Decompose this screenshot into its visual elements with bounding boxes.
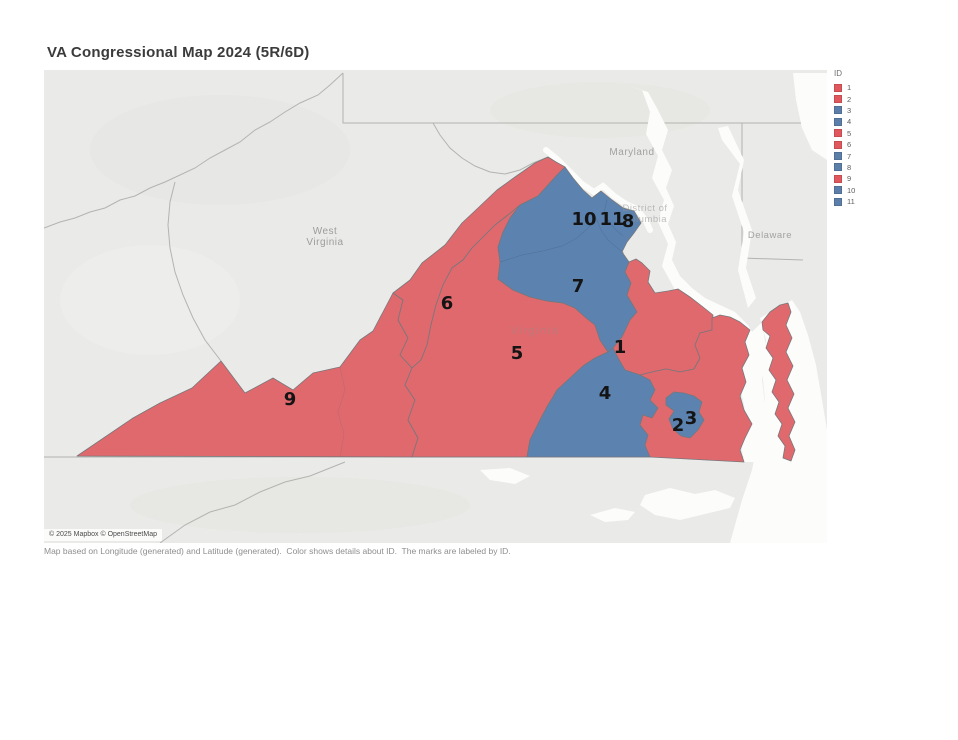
district-label-5: 5: [511, 343, 524, 364]
legend-swatch-4: [834, 117, 842, 126]
legend-swatch-3: [834, 106, 842, 115]
page-title: VA Congressional Map 2024 (5R/6D): [47, 44, 310, 61]
water-body: [640, 488, 735, 520]
legend-item-8[interactable]: 8: [834, 162, 924, 173]
water-body: [793, 73, 827, 160]
legend-item-9[interactable]: 9: [834, 173, 924, 184]
map-svg: West Virginia Maryland Delaware District of C…: [44, 70, 827, 543]
water-body: [718, 126, 756, 308]
legend-title: ID: [834, 69, 842, 78]
district-label-1: 1: [614, 337, 627, 358]
legend-swatch-5: [834, 129, 842, 138]
legend-label-8: 8: [847, 162, 852, 172]
county-line: [337, 366, 346, 458]
water-body: [730, 300, 827, 543]
district-label-6: 6: [441, 293, 454, 314]
basemap-label-delaware: Delaware: [748, 230, 792, 241]
legend-item-6[interactable]: 6: [834, 139, 924, 150]
map-canvas[interactable]: West Virginia Maryland Delaware District of C…: [44, 70, 827, 543]
legend-swatch-2: [834, 95, 842, 104]
legend: ID 1 2 3 4 5 6 7 8 9 10 11: [834, 69, 924, 207]
basemap-label-virginia: Virginia: [511, 325, 560, 337]
basemap-texture: [60, 245, 240, 355]
district-shape-2[interactable]: [639, 314, 753, 463]
county-line: [603, 199, 624, 237]
water-body: [480, 468, 530, 484]
state-boundary-line: [159, 461, 346, 543]
legend-item-3[interactable]: 3: [834, 105, 924, 116]
county-line: [499, 217, 597, 263]
legend-label-11: 11: [847, 197, 855, 207]
state-boundary-line: [44, 72, 344, 229]
basemap-texture: [90, 95, 350, 205]
state-boundary-line: [167, 181, 222, 362]
district-shape-2-eastern-shore[interactable]: [761, 302, 796, 462]
basemap-texture: [490, 82, 710, 138]
legend-swatch-6: [834, 140, 842, 149]
legend-item-10[interactable]: 10: [834, 185, 924, 196]
district-label-11: 11: [599, 209, 624, 230]
legend-item-4[interactable]: 4: [834, 116, 924, 127]
district-label-4: 4: [599, 383, 612, 404]
legend-label-9: 9: [847, 174, 852, 184]
legend-item-2[interactable]: 2: [834, 93, 924, 104]
caption: Map based on Longitude (generated) and L…: [44, 546, 511, 556]
legend-item-1[interactable]: 1: [834, 82, 924, 93]
basemap-label-west-virginia: West Virginia: [306, 226, 343, 248]
district-label-10: 10: [571, 209, 596, 230]
district-label-3: 3: [685, 408, 698, 429]
legend-items: 1 2 3 4 5 6 7 8 9 10 11: [834, 82, 924, 207]
district-shape-3[interactable]: [665, 391, 705, 439]
district-label-9: 9: [284, 389, 297, 410]
legend-swatch-8: [834, 163, 842, 172]
map-attribution[interactable]: © 2025 Mapbox © OpenStreetMap: [44, 529, 162, 541]
district-label-8: 8: [622, 211, 635, 232]
legend-label-4: 4: [847, 117, 852, 127]
legend-label-7: 7: [847, 151, 852, 161]
legend-label-6: 6: [847, 140, 852, 150]
legend-label-5: 5: [847, 128, 852, 138]
legend-swatch-11: [834, 197, 842, 206]
basemap-label-maryland: Maryland: [609, 147, 654, 158]
water-body: [628, 86, 760, 365]
legend-label-10: 10: [847, 185, 856, 195]
legend-item-11[interactable]: 11: [834, 196, 924, 207]
legend-label-3: 3: [847, 105, 852, 115]
state-boundary-line: [432, 122, 549, 175]
legend-label-2: 2: [847, 94, 852, 104]
legend-swatch-1: [834, 83, 842, 92]
legend-label-1: 1: [847, 83, 852, 93]
legend-item-7[interactable]: 7: [834, 150, 924, 161]
basemap-texture: [130, 477, 470, 533]
district-label-2: 2: [672, 415, 685, 436]
legend-swatch-10: [834, 186, 842, 195]
legend-swatch-7: [834, 152, 842, 161]
water-body: [590, 508, 635, 522]
basemap-label-district-of-columbia: District of Columbia: [622, 203, 667, 225]
legend-item-5[interactable]: 5: [834, 128, 924, 139]
district-label-7: 7: [572, 276, 585, 297]
county-line: [595, 217, 625, 254]
legend-swatch-9: [834, 174, 842, 183]
